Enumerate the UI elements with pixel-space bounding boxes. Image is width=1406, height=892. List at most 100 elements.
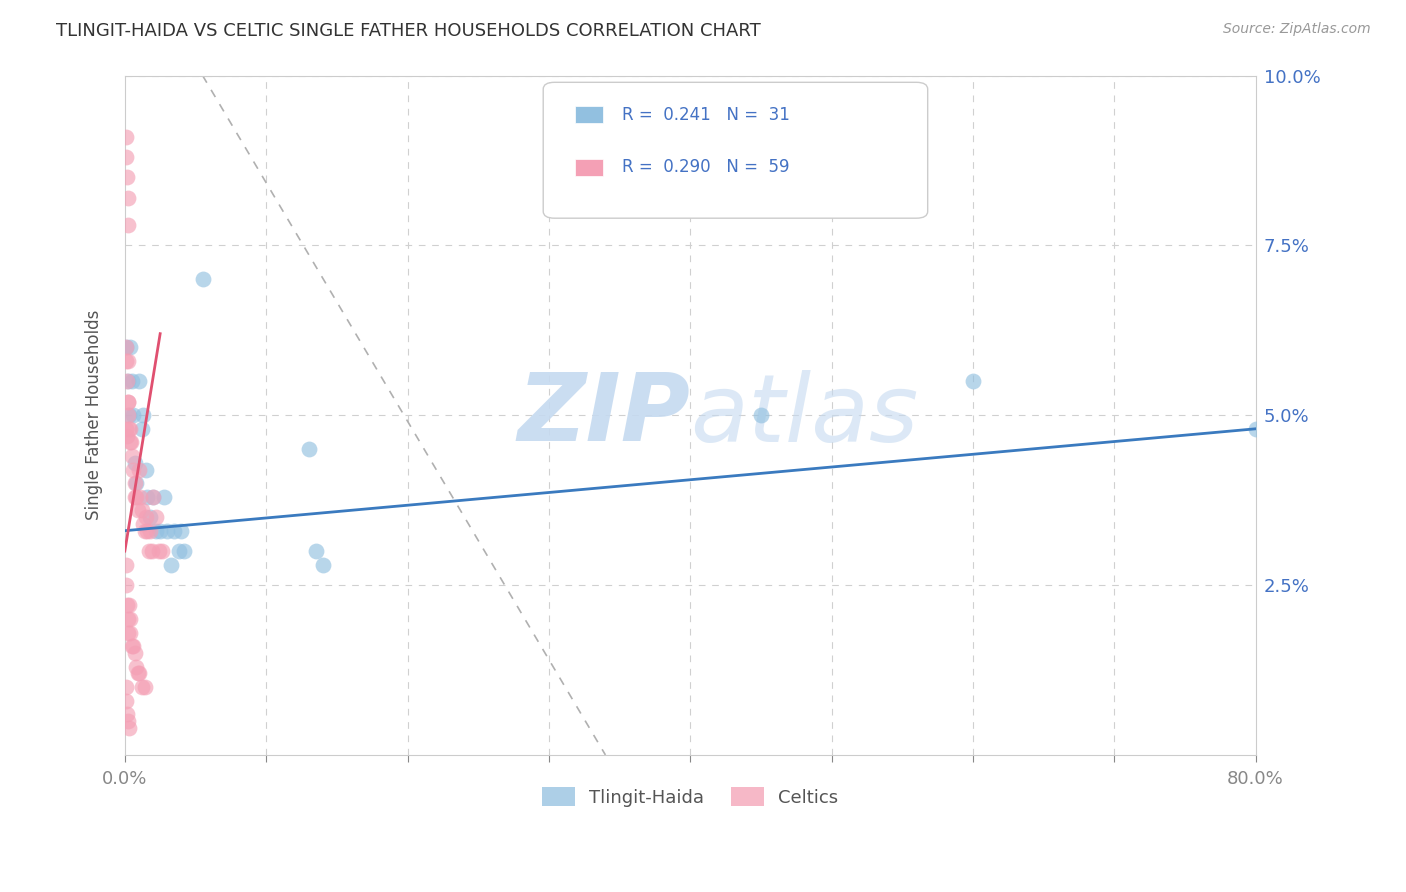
Point <box>167 544 190 558</box>
Point <box>163 524 186 538</box>
Point <box>115 422 138 436</box>
Point <box>153 490 176 504</box>
Point <box>125 476 148 491</box>
Point <box>124 456 146 470</box>
Point <box>117 374 139 388</box>
Point <box>115 129 138 144</box>
Point <box>114 680 136 694</box>
Point <box>120 625 142 640</box>
Point <box>121 374 143 388</box>
FancyBboxPatch shape <box>575 159 603 176</box>
Point <box>191 272 214 286</box>
FancyBboxPatch shape <box>543 82 928 219</box>
Text: Source: ZipAtlas.com: Source: ZipAtlas.com <box>1223 22 1371 37</box>
Point <box>120 340 142 354</box>
Point <box>117 408 139 422</box>
Point <box>118 612 141 626</box>
Point <box>134 680 156 694</box>
Point <box>135 510 157 524</box>
Point <box>117 354 139 368</box>
Point <box>145 524 167 538</box>
Text: atlas: atlas <box>690 369 918 460</box>
Point <box>115 170 138 185</box>
Point <box>121 639 143 653</box>
Point <box>118 408 141 422</box>
Point <box>122 462 145 476</box>
Point <box>131 503 153 517</box>
Point <box>117 218 139 232</box>
Point <box>124 490 146 504</box>
Point <box>122 639 145 653</box>
Text: ZIP: ZIP <box>517 369 690 461</box>
Point <box>125 490 148 504</box>
Point <box>173 544 195 558</box>
Text: R =  0.241   N =  31: R = 0.241 N = 31 <box>623 106 790 124</box>
Point <box>118 721 141 735</box>
Point <box>1244 422 1267 436</box>
Point <box>145 510 167 524</box>
Point <box>117 394 139 409</box>
Point <box>115 374 138 388</box>
Point <box>148 544 170 558</box>
Point <box>115 599 138 613</box>
Point <box>125 659 148 673</box>
Point <box>115 428 138 442</box>
Point <box>115 354 138 368</box>
Point <box>118 422 141 436</box>
Point <box>139 524 162 538</box>
Point <box>170 524 193 538</box>
Point <box>122 408 145 422</box>
Point <box>749 408 772 422</box>
Point <box>118 435 141 450</box>
Point <box>149 524 172 538</box>
Point <box>131 422 153 436</box>
Point <box>136 490 159 504</box>
Point <box>117 394 139 409</box>
Point <box>160 558 183 572</box>
Point <box>142 490 165 504</box>
Point <box>115 693 138 707</box>
Point <box>114 150 136 164</box>
Point <box>134 524 156 538</box>
Point <box>124 646 146 660</box>
Point <box>305 544 328 558</box>
Point <box>141 544 163 558</box>
Text: R =  0.290   N =  59: R = 0.290 N = 59 <box>623 158 790 177</box>
Point <box>124 476 146 491</box>
Point <box>139 510 162 524</box>
Point <box>115 340 138 354</box>
Point <box>128 374 150 388</box>
Point <box>132 408 155 422</box>
Point <box>131 680 153 694</box>
Point <box>127 503 149 517</box>
Point <box>128 666 150 681</box>
Point <box>120 435 142 450</box>
Point <box>117 625 139 640</box>
Point <box>156 524 179 538</box>
Legend: Tlingit-Haida, Celtics: Tlingit-Haida, Celtics <box>534 780 845 814</box>
Point <box>312 558 335 572</box>
Point <box>120 422 142 436</box>
Point <box>136 524 159 538</box>
Point <box>132 516 155 531</box>
Point <box>118 599 141 613</box>
Point <box>142 490 165 504</box>
Point <box>962 374 984 388</box>
Point <box>127 666 149 681</box>
Point <box>128 462 150 476</box>
Point <box>117 714 139 728</box>
Point <box>135 462 157 476</box>
Point <box>129 490 152 504</box>
Point <box>138 544 160 558</box>
Point <box>150 544 173 558</box>
FancyBboxPatch shape <box>575 106 603 123</box>
Y-axis label: Single Father Households: Single Father Households <box>86 310 103 520</box>
Point <box>115 707 138 722</box>
Point <box>115 340 138 354</box>
Point <box>117 191 139 205</box>
Text: TLINGIT-HAIDA VS CELTIC SINGLE FATHER HOUSEHOLDS CORRELATION CHART: TLINGIT-HAIDA VS CELTIC SINGLE FATHER HO… <box>56 22 761 40</box>
Point <box>117 612 139 626</box>
Point <box>297 442 319 457</box>
Point <box>114 558 136 572</box>
Point <box>115 578 138 592</box>
